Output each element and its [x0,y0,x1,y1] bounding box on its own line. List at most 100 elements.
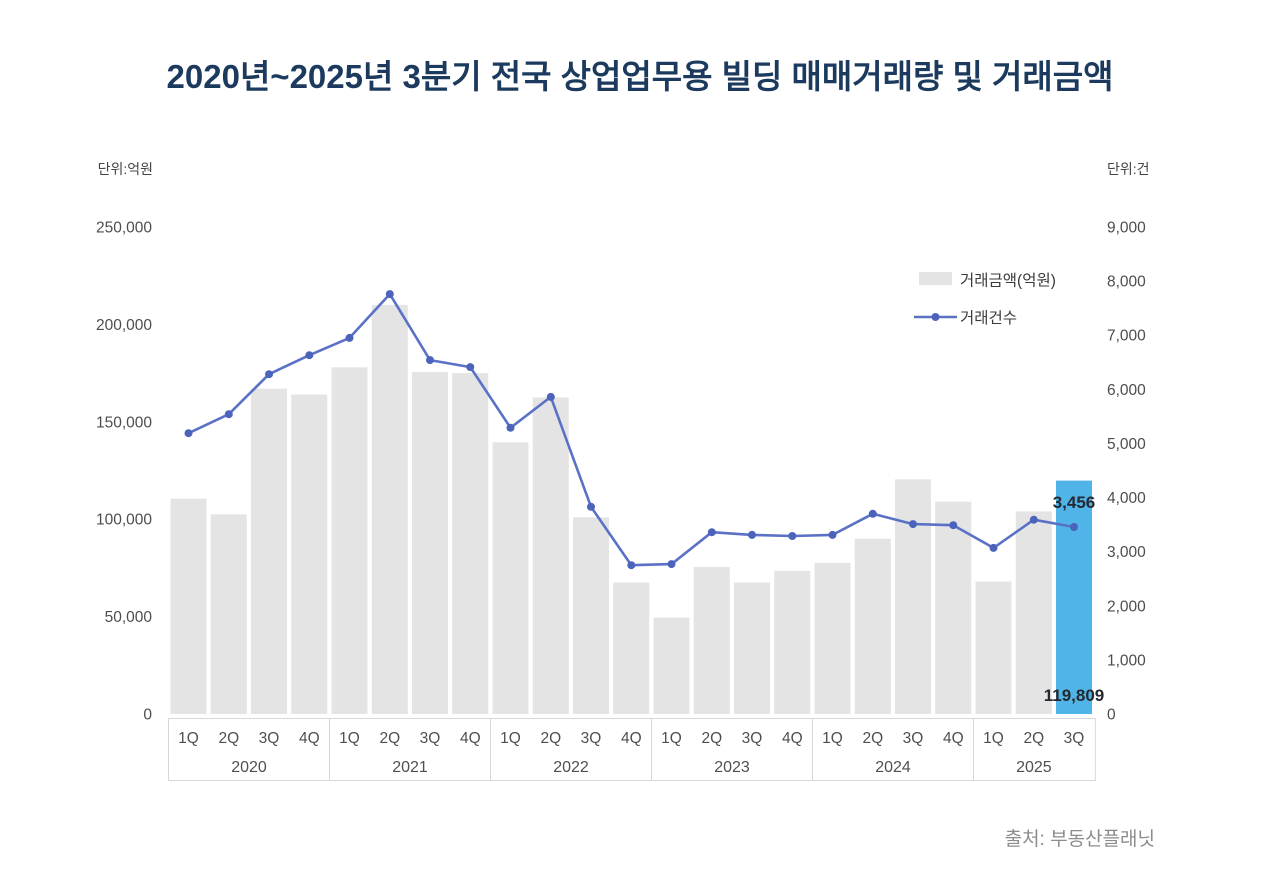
right-axis-tick: 1,000 [1107,652,1146,669]
bar-2023-3Q [734,582,770,714]
bar-2024-2Q [854,538,891,714]
x-year-2022: 2022 [553,759,589,776]
x-label-2024-2Q: 2Q [862,730,883,747]
x-year-2020: 2020 [231,759,267,776]
x-label-2020-3Q: 3Q [259,730,280,747]
legend-bar-label: 거래금액(억원) [960,272,1056,290]
bar-2024-4Q [935,501,972,714]
point-2020-3Q [265,370,273,379]
bar-2024-3Q [895,479,931,714]
bar-2025-2Q [1015,511,1052,714]
left-axis-tick: 250,000 [96,220,152,237]
legend-line-label: 거래건수 [960,309,1017,327]
x-label-2022-2Q: 2Q [540,730,561,747]
point-2022-4Q [627,561,636,570]
point-2021-1Q [345,333,354,342]
right-axis-unit-label: 단위:건 [1107,161,1150,177]
right-axis-tick: 6,000 [1107,382,1146,399]
bar-2025-1Q [975,581,1012,714]
bar-2024-1Q [814,563,851,714]
chart-title: 2020년~2025년 3분기 전국 상업업무용 빌딩 매매거래량 및 거래금액 [167,58,1114,95]
x-label-2022-4Q: 4Q [621,730,642,747]
point-2025-2Q [1029,515,1038,524]
point-2020-2Q [224,410,233,419]
count-line-layer [184,290,1078,570]
x-label-2024-4Q: 4Q [943,730,964,747]
x-label-2022-1Q: 1Q [500,730,521,747]
right-axis-tick: 9,000 [1107,220,1146,237]
point-2021-4Q [466,363,475,372]
bar-2020-4Q [291,394,328,714]
x-year-2021: 2021 [392,759,428,776]
legend: 거래금액(억원) 거래건수 [914,272,1056,327]
point-2020-1Q [184,429,193,438]
point-2025-1Q [989,543,998,552]
point-2025-3Q [1070,523,1078,531]
bar-2022-2Q [532,397,569,714]
bar-2021-4Q [452,373,489,714]
point-2021-2Q [385,290,394,299]
x-label-2023-2Q: 2Q [701,730,722,747]
x-label-2023-4Q: 4Q [782,730,803,747]
x-label-2025-3Q: 3Q [1064,730,1085,747]
point-2024-3Q [909,520,917,529]
bar-2025-3Q [1056,480,1092,714]
x-year-2023: 2023 [714,759,750,776]
bar-2021-1Q [331,367,368,714]
right-axis-tick: 7,000 [1107,328,1146,345]
bar-2021-3Q [412,372,448,714]
x-axis-layer: 1Q 2Q 3Q 4Q 2020 1Q 2Q 3Q 4Q 2021 1Q 2Q 3Q 4Q 2022 1Q 2Q… [168,718,1096,781]
bar-2022-1Q [492,442,529,714]
point-2022-1Q [506,423,515,432]
point-2023-4Q [788,532,797,540]
x-label-2024-1Q: 1Q [822,730,843,747]
point-2021-3Q [426,356,434,365]
x-label-2023-1Q: 1Q [661,730,682,747]
x-label-2021-2Q: 2Q [379,730,400,747]
x-label-2021-3Q: 3Q [420,730,441,747]
point-2023-1Q [667,560,676,569]
left-axis-ticks: 0 50,000 100,000 150,000 200,000 250,000 [96,220,152,724]
point-2022-3Q [587,502,595,511]
bar-2022-3Q [573,517,609,714]
point-2023-2Q [707,528,716,537]
bar-2020-3Q [251,388,287,714]
x-year-2024: 2024 [875,759,911,776]
point-2023-3Q [748,530,756,539]
right-axis-ticks: 0 1,000 2,000 3,000 4,000 5,000 6,000 7,000 8,00… [1107,220,1146,724]
x-year-2025: 2025 [1016,759,1052,776]
left-axis-tick: 200,000 [96,317,152,334]
point-2024-2Q [868,509,877,518]
right-axis-tick: 5,000 [1107,436,1146,453]
amount-bars-layer [170,304,1092,714]
bar-2023-1Q [653,617,690,714]
left-axis-unit-label: 단위:억원 [98,161,153,177]
x-label-2021-4Q: 4Q [460,730,481,747]
point-2022-2Q [546,392,555,401]
right-axis-tick: 3,000 [1107,544,1146,561]
x-label-2020-1Q: 1Q [178,730,199,747]
right-axis-tick: 2,000 [1107,598,1146,615]
legend-dot-icon [931,313,940,321]
x-axis-box [168,718,1096,781]
point-2020-4Q [305,351,314,360]
right-axis-tick: 8,000 [1107,274,1146,291]
bar-2021-2Q [371,304,408,714]
count-label-2025-3Q: 3,456 [1053,493,1096,512]
x-label-2023-3Q: 3Q [742,730,763,747]
x-label-2020-4Q: 4Q [299,730,320,747]
point-2024-1Q [828,530,837,539]
x-label-2025-1Q: 1Q [983,730,1004,747]
bar-2023-4Q [774,570,811,714]
x-label-2020-2Q: 2Q [218,730,239,747]
right-axis-tick: 0 [1107,707,1116,724]
left-axis-tick: 100,000 [96,512,152,529]
point-2024-4Q [949,521,958,530]
x-label-2025-2Q: 2Q [1023,730,1044,747]
left-axis-tick: 0 [143,707,152,724]
right-axis-tick: 4,000 [1107,490,1146,507]
x-label-2022-3Q: 3Q [581,730,602,747]
x-label-2021-1Q: 1Q [339,730,360,747]
